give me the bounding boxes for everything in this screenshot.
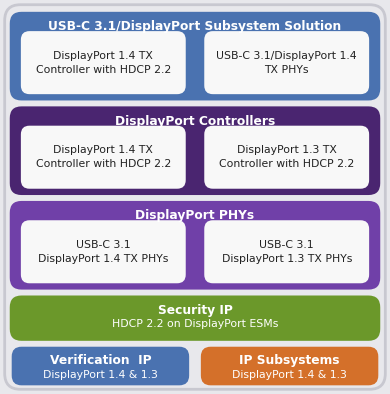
Text: IP Subsystems: IP Subsystems [239,354,340,367]
Text: Verification  IP: Verification IP [50,354,151,367]
Text: USB-C 3.1
DisplayPort 1.4 TX PHYs: USB-C 3.1 DisplayPort 1.4 TX PHYs [38,240,168,264]
FancyBboxPatch shape [201,347,378,385]
FancyBboxPatch shape [204,31,369,94]
Text: DisplayPort 1.4 & 1.3: DisplayPort 1.4 & 1.3 [43,370,158,379]
Text: Security IP: Security IP [158,304,232,317]
Text: DisplayPort 1.3 TX
Controller with HDCP 2.2: DisplayPort 1.3 TX Controller with HDCP … [219,145,355,169]
FancyBboxPatch shape [10,12,380,100]
FancyBboxPatch shape [21,220,186,283]
FancyBboxPatch shape [12,347,189,385]
Text: DisplayPort 1.4 TX
Controller with HDCP 2.2: DisplayPort 1.4 TX Controller with HDCP … [35,51,171,74]
Text: DisplayPort PHYs: DisplayPort PHYs [135,210,255,222]
Text: USB-C 3.1/DisplayPort 1.4
TX PHYs: USB-C 3.1/DisplayPort 1.4 TX PHYs [216,51,357,74]
FancyBboxPatch shape [10,106,380,195]
Text: USB-C 3.1/DisplayPort Subsystem Solution: USB-C 3.1/DisplayPort Subsystem Solution [48,20,342,33]
Text: DisplayPort Controllers: DisplayPort Controllers [115,115,275,128]
Text: DisplayPort 1.4 TX
Controller with HDCP 2.2: DisplayPort 1.4 TX Controller with HDCP … [35,145,171,169]
FancyBboxPatch shape [204,220,369,283]
FancyBboxPatch shape [204,126,369,189]
FancyBboxPatch shape [10,201,380,290]
Text: DisplayPort 1.4 & 1.3: DisplayPort 1.4 & 1.3 [232,370,347,379]
Text: USB-C 3.1
DisplayPort 1.3 TX PHYs: USB-C 3.1 DisplayPort 1.3 TX PHYs [222,240,352,264]
FancyBboxPatch shape [21,126,186,189]
FancyBboxPatch shape [5,5,385,389]
FancyBboxPatch shape [21,31,186,94]
Text: HDCP 2.2 on DisplayPort ESMs: HDCP 2.2 on DisplayPort ESMs [112,320,278,329]
FancyBboxPatch shape [10,296,380,341]
